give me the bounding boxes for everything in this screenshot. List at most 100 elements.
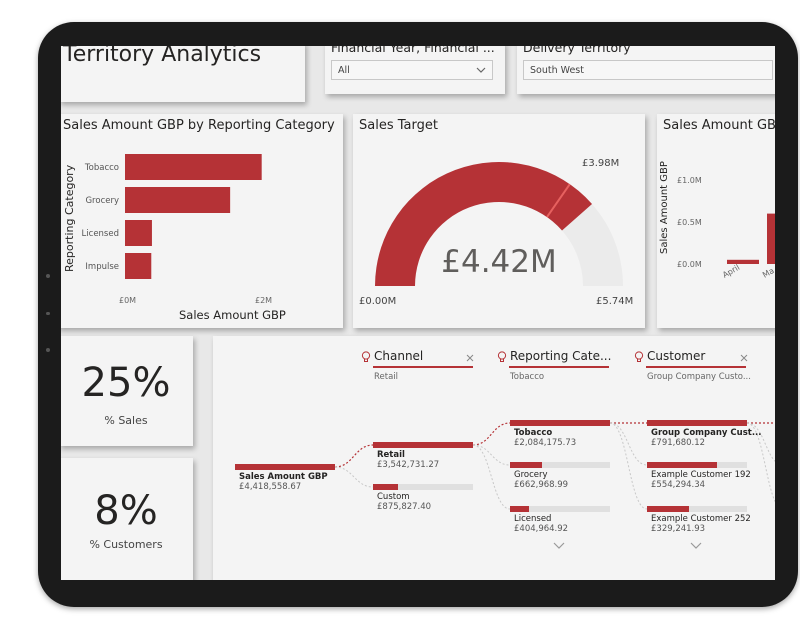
tree-connector: [334, 444, 374, 468]
node-label: Group Company Cust...: [651, 428, 762, 438]
node-label: Sales Amount GBP: [239, 472, 328, 482]
tree-connector: [472, 444, 511, 510]
tree-connector: [746, 422, 775, 503]
lightbulb-icon: [361, 351, 371, 362]
node-bar: [510, 420, 610, 426]
bar-chart-card: Sales Amount GBP by Reporting Category T…: [61, 114, 343, 328]
level-header-label: Customer: [647, 349, 706, 363]
gauge-title: Sales Target: [359, 118, 438, 133]
y-tick: £0.0M: [677, 260, 702, 269]
node-bar: [510, 462, 610, 468]
camera-dot: [46, 274, 50, 278]
node-value: £3,542,731.27: [377, 460, 440, 470]
kpi-card-customers: 8% % Customers: [61, 458, 193, 580]
node-value: £4,418,558.67: [239, 482, 302, 492]
kpi-value: 25%: [81, 360, 171, 406]
chevron-down-icon[interactable]: [476, 61, 486, 89]
decomposition-tree-card: Channel Retail Reporting Cate... Tobacco…: [213, 336, 775, 580]
node-label: Example Customer 192: [651, 470, 751, 480]
close-icon[interactable]: [466, 354, 474, 362]
node-value: £662,968.99: [514, 480, 569, 490]
node-bar: [373, 442, 473, 448]
tree-connector: [609, 422, 648, 510]
tree-connector: [472, 444, 511, 466]
node-label: Example Customer 252: [651, 514, 751, 524]
slicer-financial-year[interactable]: Financial Year, Financial ... All: [325, 46, 505, 94]
lightbulb-icon: [497, 351, 507, 362]
x-tick: £2M: [255, 296, 273, 305]
gauge-card: Sales Target £4.42M £0.00M £5.74M £3.98M: [353, 114, 645, 328]
column-chart: [727, 213, 775, 264]
node-bar: [647, 462, 747, 468]
chevron-down-icon[interactable]: [553, 542, 565, 550]
close-icon[interactable]: [740, 354, 748, 362]
node-bar: [235, 464, 335, 470]
node-value: £554,294.34: [651, 480, 706, 490]
header-underline: [373, 366, 473, 368]
slicer-delivery-territory[interactable]: Delivery Territory South West: [517, 46, 775, 94]
gauge-chart: [375, 162, 623, 286]
node-bar: [510, 506, 610, 512]
gauge-min: £0.00M: [359, 296, 397, 307]
kpi-label: % Customers: [89, 538, 163, 551]
y-tick: £0.5M: [677, 218, 702, 227]
slicer-label: Delivery Territory: [523, 46, 631, 55]
category-label: Grocery: [85, 196, 119, 206]
slicer-dropdown[interactable]: South West: [523, 60, 773, 80]
gauge-max: £5.74M: [596, 296, 634, 307]
node-bar: [373, 484, 473, 490]
gauge-target: £3.98M: [582, 158, 620, 169]
kpi-label: % Sales: [104, 414, 148, 427]
sensor-dot: [46, 312, 50, 315]
kpi-value: 8%: [94, 488, 158, 534]
node-bar: [647, 420, 747, 426]
tree-connectors: [334, 422, 775, 510]
slicer-dropdown[interactable]: All: [331, 60, 493, 80]
x-axis-title: Sales Amount GBP: [179, 308, 286, 322]
category-label: Impulse: [85, 262, 119, 272]
bar-impulse[interactable]: [125, 253, 152, 279]
node-value: £404,964.92: [514, 524, 569, 534]
column-april[interactable]: [727, 259, 759, 264]
tree-connector: [609, 422, 648, 466]
node-bar: [647, 506, 747, 512]
header-underline: [509, 366, 609, 368]
node-label: Custom: [377, 492, 410, 502]
tree-connector: [746, 422, 775, 462]
title-card: Territory Analytics: [61, 46, 305, 102]
page-title: Territory Analytics: [63, 46, 262, 67]
bar-tobacco[interactable]: [125, 154, 262, 180]
node-value: £329,241.93: [651, 524, 706, 534]
header-underline: [646, 366, 746, 368]
chart-title: Sales Amount GBP by Reporting Category: [63, 118, 335, 133]
node-label: Tobacco: [514, 428, 553, 438]
report-canvas: Territory Analytics Financial Year, Fina…: [61, 46, 775, 580]
node-value: £2,084,175.73: [514, 438, 577, 448]
lightbulb-icon: [634, 351, 644, 362]
tree-connector: [334, 466, 374, 488]
chevron-down-icon[interactable]: [690, 542, 702, 550]
node-label: Retail: [377, 450, 405, 460]
gauge-value: £4.42M: [441, 244, 557, 280]
gauge-target-marker: [546, 183, 571, 218]
level-header-label: Channel: [374, 349, 424, 363]
kpi-card-sales: 25% % Sales: [61, 336, 193, 446]
y-tick: £1.0M: [677, 176, 702, 185]
category-label: Licensed: [82, 229, 119, 239]
slicer-label: Financial Year, Financial ...: [331, 46, 495, 55]
x-tick: £0M: [119, 296, 137, 305]
level-selected: Group Company Custo...: [647, 372, 751, 382]
gauge-fill: [375, 162, 593, 286]
node-value: £875,827.40: [377, 502, 432, 512]
slicer-value: All: [338, 65, 350, 76]
level-header-label: Reporting Cate...: [510, 349, 612, 363]
column-chart-card: Sales Amount GBP Sales Amount GBP £1.0M …: [657, 114, 775, 328]
node-label: Licensed: [514, 514, 552, 524]
bar-licensed[interactable]: [125, 220, 152, 246]
node-label: Grocery: [514, 470, 548, 480]
slicer-value: South West: [530, 65, 584, 76]
camera-dot-2: [46, 348, 50, 352]
bar-grocery[interactable]: [125, 187, 231, 213]
node-value: £791,680.12: [651, 438, 706, 448]
column-ma[interactable]: [767, 213, 775, 264]
